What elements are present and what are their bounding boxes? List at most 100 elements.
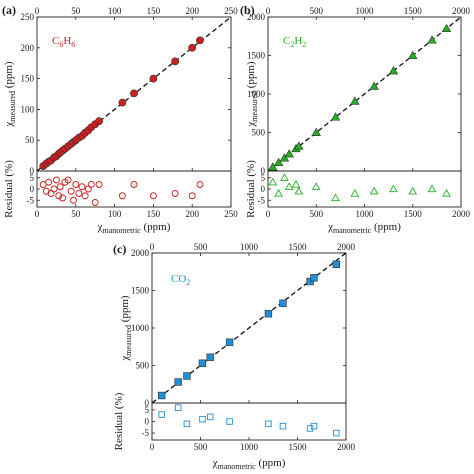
- residual-point: [294, 186, 304, 195]
- data-point: [188, 43, 197, 52]
- x-tick-label: 250: [224, 209, 238, 219]
- x-tick-label: 2000: [337, 442, 356, 452]
- data-point: [268, 162, 278, 171]
- residual-point: [310, 422, 318, 430]
- y-tick-label: 0: [261, 166, 266, 176]
- x-tick-label: 1000: [240, 442, 259, 452]
- panel-label: (b): [240, 3, 255, 17]
- data-point: [311, 127, 321, 136]
- residual-point: [268, 177, 278, 186]
- data-point: [273, 157, 284, 166]
- x-tick-label: 0: [35, 209, 40, 219]
- y-tick-label: 0: [30, 166, 35, 176]
- residual-point: [333, 429, 340, 437]
- x-tick-label: 1500: [289, 442, 308, 452]
- data-point: [149, 74, 158, 83]
- residual-point: [311, 182, 321, 190]
- x-tick-label-top: 200: [185, 6, 199, 16]
- x-tick-label: 2000: [452, 209, 471, 219]
- y-tick-label: 100: [21, 104, 35, 114]
- y-tick-label: 500: [252, 128, 266, 138]
- data-point: [183, 372, 191, 380]
- residual-point: [206, 413, 214, 421]
- x-tick-label-top: 50: [71, 6, 81, 16]
- residual-point: [75, 190, 83, 197]
- data-point: [279, 153, 290, 162]
- x-tick-label-top: 1000: [356, 6, 375, 16]
- residual-point: [427, 184, 437, 193]
- x-tick-label: 50: [71, 209, 81, 219]
- residual-point: [158, 411, 165, 418]
- data-point: [171, 57, 180, 66]
- residual-point: [196, 181, 204, 188]
- x-tick-label: 1500: [404, 209, 423, 219]
- x-tick-label-top: 1500: [289, 242, 308, 252]
- residual-point: [91, 199, 99, 206]
- residual-point: [95, 181, 103, 188]
- y-tick-label: 150: [21, 74, 35, 84]
- residual-axis-title: Residual (%): [245, 160, 257, 218]
- x-tick-label-top: 150: [147, 6, 161, 16]
- data-point: [408, 50, 418, 59]
- residual-point: [50, 185, 58, 193]
- x-tick-label-top: 2000: [452, 6, 471, 16]
- residual-point: [188, 192, 196, 200]
- residual-point: [56, 183, 64, 191]
- data-point: [225, 338, 234, 346]
- residual-point: [265, 420, 272, 428]
- residual-point: [331, 193, 340, 202]
- y-tick-label: 1500: [247, 51, 266, 61]
- data-point: [174, 378, 182, 386]
- y-tick-label: 2000: [247, 12, 266, 22]
- residual-point: [174, 404, 182, 411]
- y-axis-title: χmeasured (ppm): [3, 61, 17, 128]
- residual-tick-label: 0: [261, 184, 266, 194]
- y-axis-title: χmeasured (ppm): [245, 61, 259, 128]
- residual-point: [130, 181, 138, 188]
- residual-point: [291, 179, 301, 188]
- y-tick-label: 250: [21, 12, 35, 22]
- residual-point: [81, 192, 89, 200]
- residual-point: [280, 173, 289, 181]
- x-tick-label-top: 1500: [404, 6, 423, 16]
- residual-axis-title: Residual (%): [3, 160, 15, 218]
- y-tick-label: 50: [25, 135, 35, 145]
- residual-point: [389, 184, 398, 193]
- panel-label: (c): [113, 242, 126, 256]
- x-tick-label: 200: [185, 209, 199, 219]
- residual-tick-label: 5: [145, 405, 150, 415]
- residual-point: [67, 187, 75, 195]
- x-tick-label: 0: [266, 209, 271, 219]
- x-tick-label-top: 500: [310, 6, 324, 16]
- residual-point: [183, 420, 191, 428]
- x-tick-label-top: 250: [224, 6, 238, 16]
- residual-plot-frame: [267, 170, 462, 208]
- residual-point: [274, 188, 283, 197]
- residual-point: [118, 192, 126, 200]
- x-tick-label-top: 0: [35, 6, 40, 16]
- residual-point: [369, 186, 379, 195]
- y-tick-label: 1000: [131, 323, 150, 333]
- data-point: [350, 96, 360, 105]
- data-point: [388, 66, 399, 75]
- data-point: [130, 89, 138, 98]
- residual-point: [149, 192, 157, 200]
- y-tick-label: 1500: [131, 286, 150, 296]
- y-tick-label: 200: [21, 43, 35, 53]
- data-point: [310, 274, 318, 282]
- residual-point: [59, 194, 67, 202]
- residual-plot-frame: [36, 170, 232, 208]
- x-axis-title: χmanometric (ppm): [97, 221, 171, 235]
- data-point: [196, 36, 204, 45]
- residual-tick-label: -5: [258, 195, 266, 205]
- residual-point: [55, 192, 63, 200]
- data-point: [206, 353, 214, 361]
- panel-c: 0050050010001000150015002000200005001000…: [113, 242, 356, 471]
- x-axis-title: χmanometric (ppm): [212, 457, 286, 471]
- residual-tick-label: -5: [142, 428, 150, 438]
- x-axis-title: χmanometric (ppm): [327, 221, 401, 235]
- x-tick-label: 0: [150, 442, 155, 452]
- residual-point: [72, 181, 80, 188]
- y-tick-label: 1000: [247, 89, 266, 99]
